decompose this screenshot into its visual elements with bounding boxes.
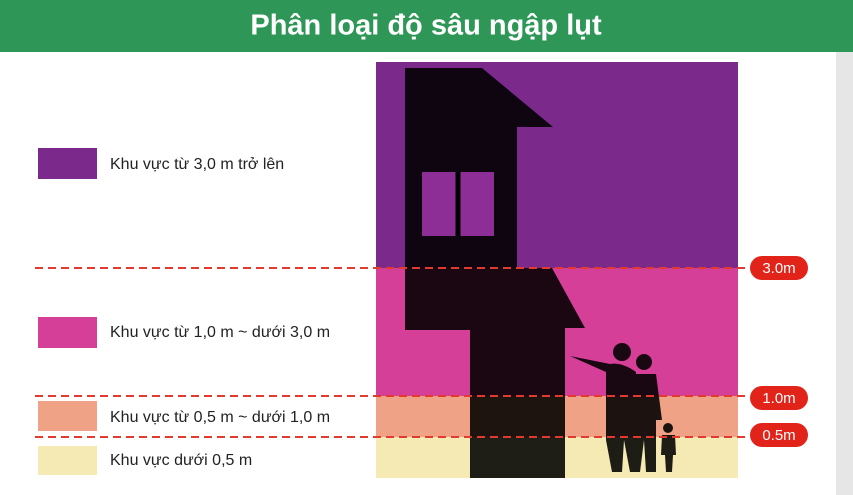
legend-label: Khu vực từ 0,5 m ~ dưới 1,0 m <box>110 409 330 426</box>
title: Phân loại độ sâu ngập lụt <box>250 10 602 42</box>
marker-label: 3.0m <box>762 260 795 277</box>
diagram: Phân loại độ sâu ngập lụt 3.0m 1.0m 0.5m… <box>0 0 853 495</box>
marker-label: 1.0m <box>762 390 795 407</box>
marker-label: 0.5m <box>762 427 795 444</box>
legend-label: Khu vực từ 1,0 m ~ dưới 3,0 m <box>110 324 330 341</box>
legend-swatch <box>38 401 97 431</box>
legend-label: Khu vực từ 3,0 m trở lên <box>110 156 284 173</box>
legend-swatch <box>38 446 97 475</box>
depth-markers: 3.0m 1.0m 0.5m <box>750 256 808 447</box>
page-edge <box>836 52 853 495</box>
infographic: Phân loại độ sâu ngập lụt 3.0m 1.0m 0.5m… <box>0 0 853 495</box>
legend: Khu vực từ 3,0 m trở lên Khu vực từ 1,0 … <box>38 148 330 475</box>
legend-swatch <box>38 317 97 348</box>
legend-label: Khu vực dưới 0,5 m <box>110 452 252 469</box>
legend-swatch <box>38 148 97 179</box>
